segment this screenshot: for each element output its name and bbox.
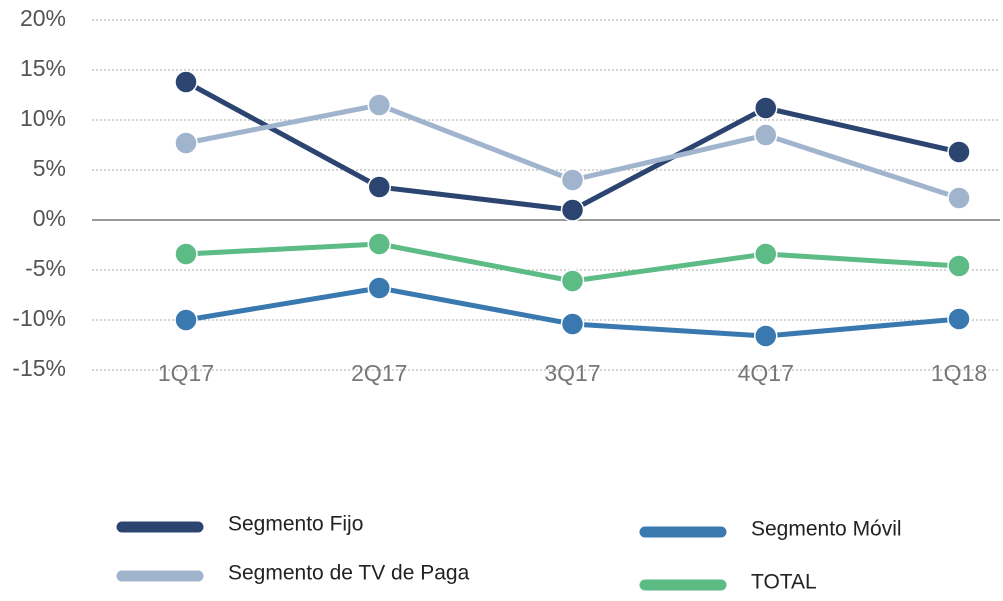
data-point	[947, 307, 971, 331]
legend-label: Segmento Fijo	[228, 513, 363, 536]
data-point	[947, 186, 971, 210]
legend-label: Segmento de TV de Paga	[228, 562, 470, 585]
x-tick-label: 2Q17	[351, 360, 407, 386]
data-point	[174, 308, 198, 332]
y-tick-label: 10%	[20, 105, 66, 131]
data-point	[754, 324, 778, 348]
data-point	[174, 242, 198, 266]
y-tick-label: 0%	[33, 205, 66, 231]
x-tick-label: 1Q17	[158, 360, 214, 386]
data-point	[367, 232, 391, 256]
data-point	[367, 276, 391, 300]
data-point	[947, 254, 971, 278]
data-point	[174, 70, 198, 94]
y-tick-label: 15%	[20, 55, 66, 81]
y-tick-label: -5%	[25, 255, 66, 281]
legend-label: TOTAL	[751, 571, 817, 594]
data-point	[947, 140, 971, 164]
data-point	[367, 175, 391, 199]
x-tick-label: 1Q18	[931, 360, 987, 386]
y-tick-label: 5%	[33, 155, 66, 181]
data-point	[174, 131, 198, 155]
data-point	[367, 93, 391, 117]
data-point	[754, 96, 778, 120]
x-tick-label: 3Q17	[544, 360, 600, 386]
data-point	[560, 168, 585, 192]
y-tick-label: 20%	[20, 5, 66, 31]
data-point	[560, 198, 585, 222]
x-tick-label: 4Q17	[738, 360, 794, 386]
data-point	[754, 123, 778, 147]
legend-label: Segmento Móvil	[751, 518, 902, 541]
y-tick-label: -15%	[12, 355, 66, 381]
data-point	[560, 269, 585, 293]
data-point	[560, 312, 585, 336]
data-point	[754, 242, 778, 266]
y-tick-label: -10%	[12, 305, 66, 331]
